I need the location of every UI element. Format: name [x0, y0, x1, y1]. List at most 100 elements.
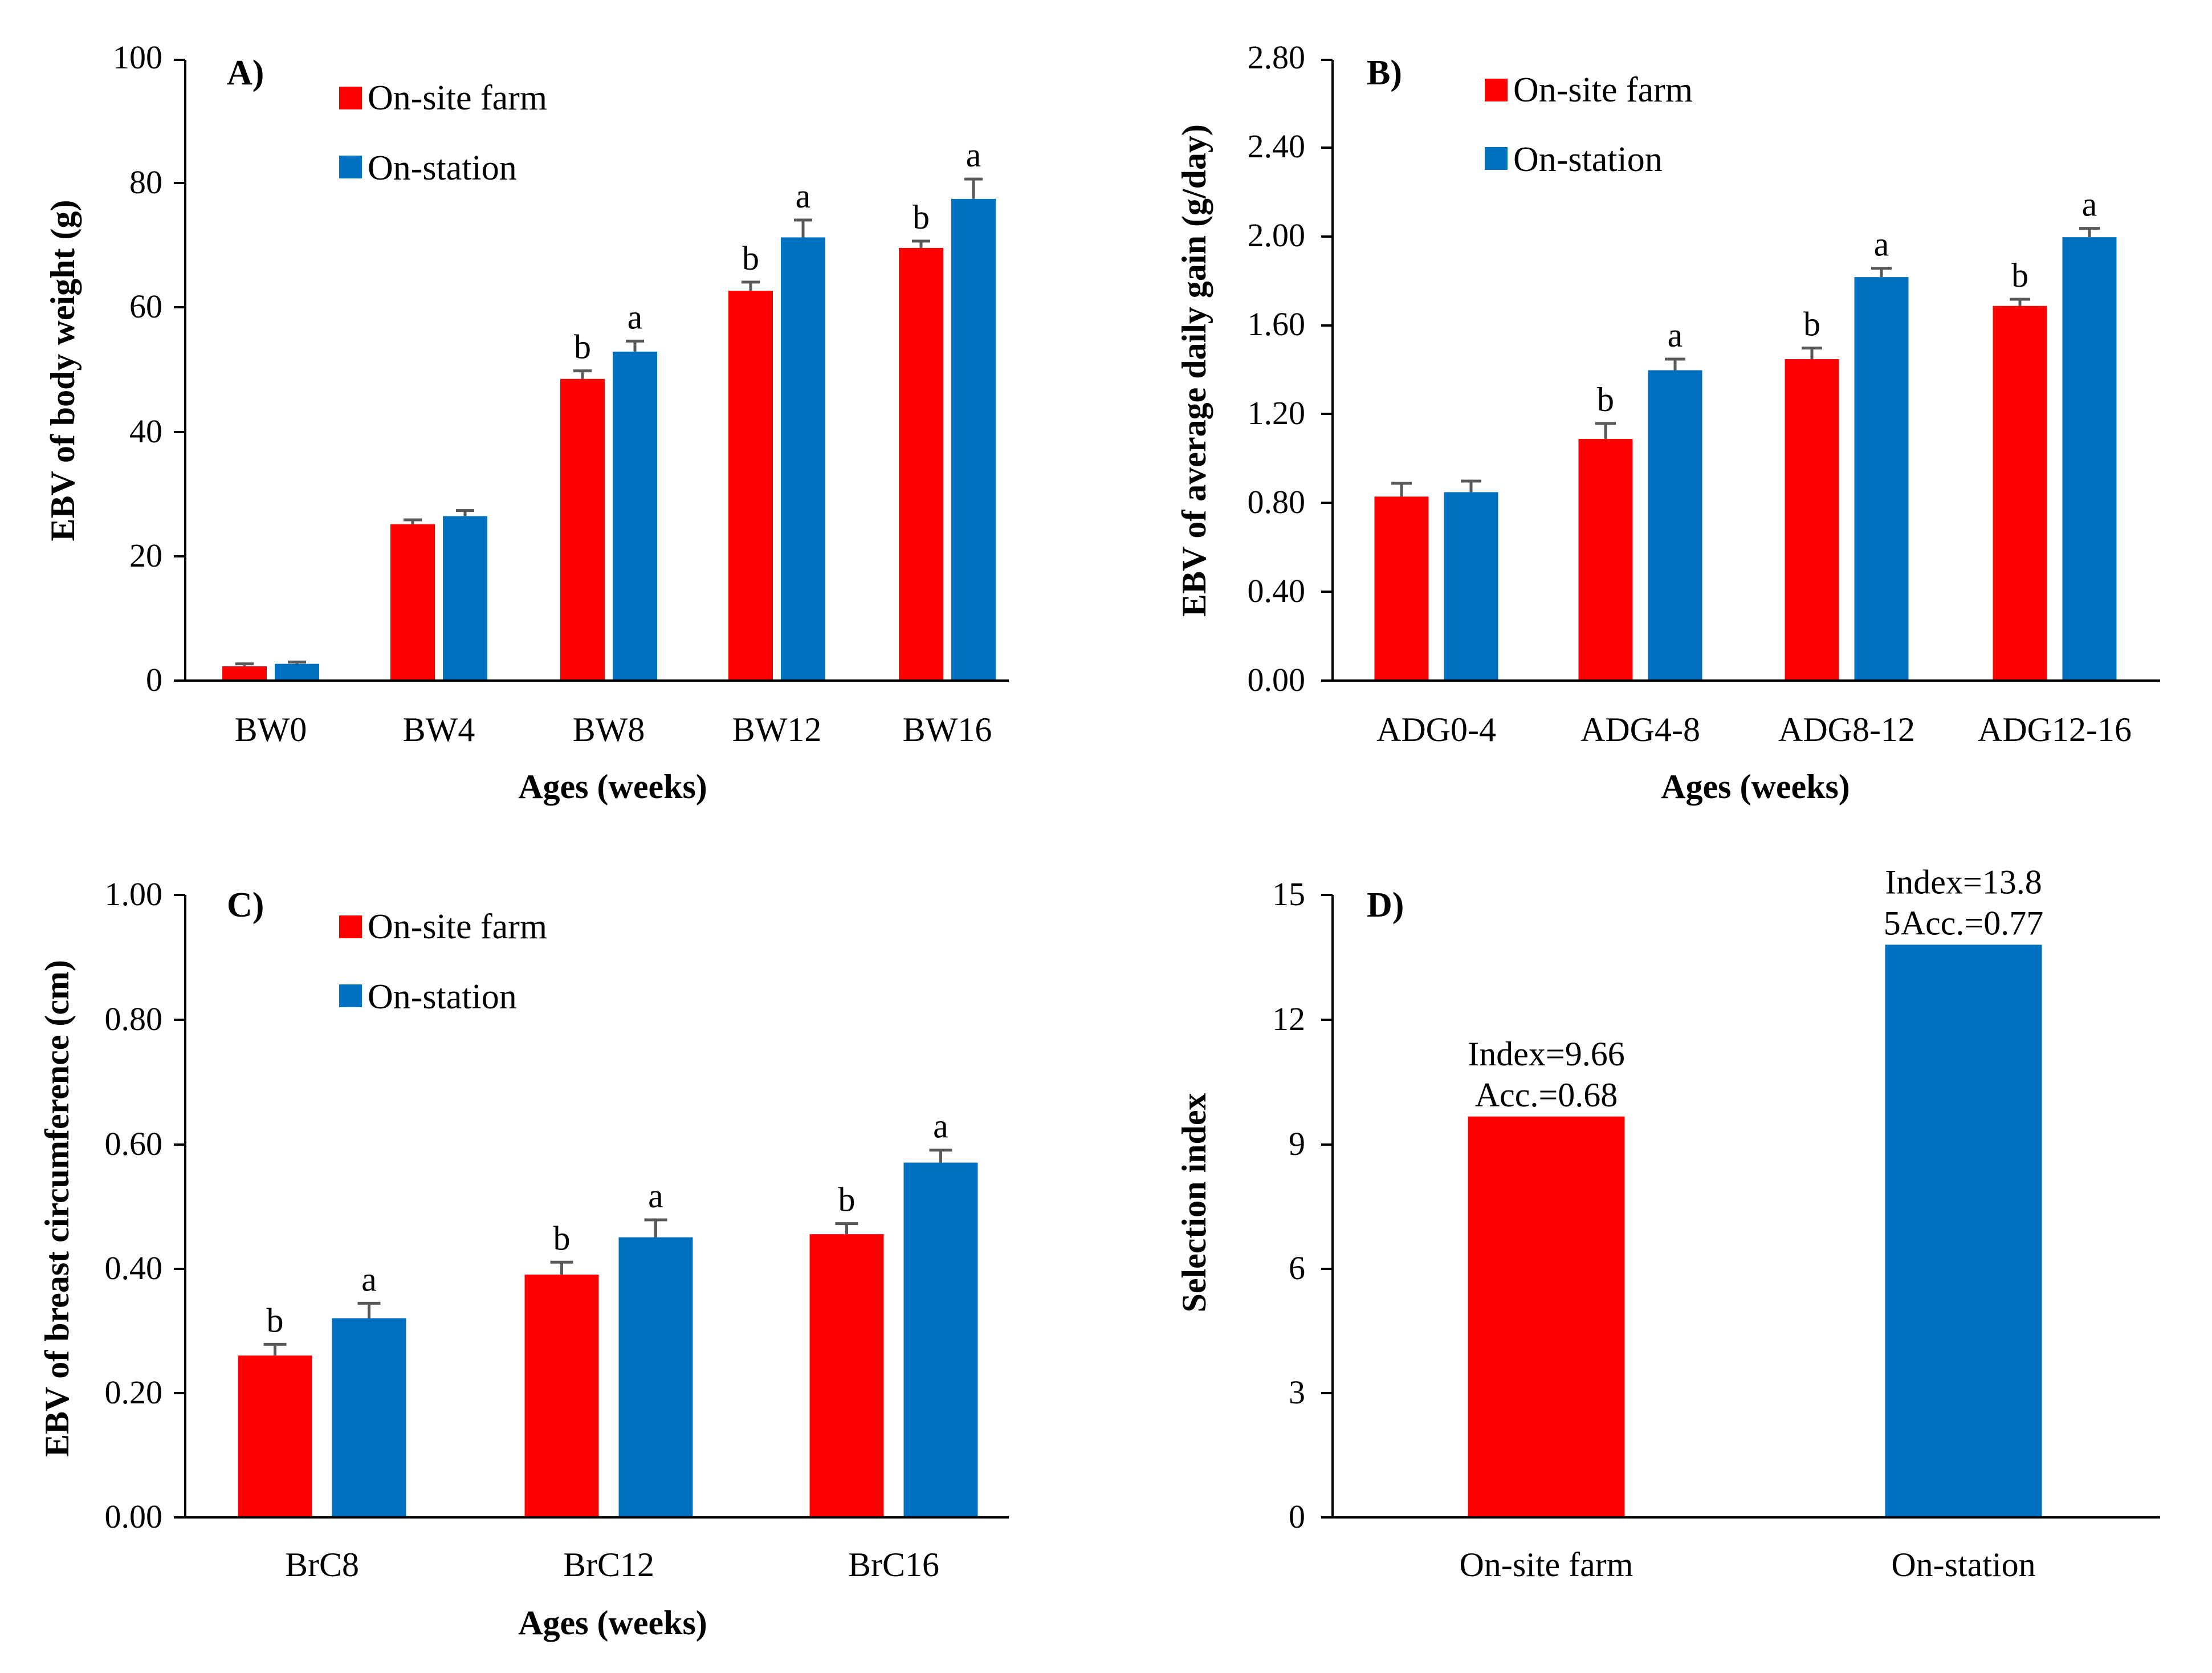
annotations-d: Index=9.66 Acc.=0.68 Index=13.8 5Acc.=0.…	[1468, 863, 2043, 1113]
legend-b-farm-swatch	[1485, 79, 1508, 101]
bar-b-farm-adg8-12	[1785, 359, 1839, 681]
panel-d-label: D)	[1367, 886, 1404, 925]
y-tick-a-4: 80	[129, 164, 162, 201]
sig-letters-c-station: a a a	[361, 1108, 948, 1298]
error-bar-a-farm-bw8	[573, 369, 592, 379]
sig-a-station-bw16: a	[966, 136, 981, 174]
y-tick-b-1: 0.40	[1248, 572, 1306, 609]
y-axis-title-c: EBV of breast circumference (cm)	[38, 960, 76, 1457]
bars-d	[1468, 945, 2042, 1517]
bar-a-farm-bw0	[222, 666, 267, 681]
error-bar-a-farm-bw12	[742, 280, 760, 291]
x-cat-a-1: BW4	[403, 711, 475, 748]
bar-a-farm-bw8	[560, 378, 605, 681]
axes-c	[174, 894, 1009, 1519]
y-tick-labels-b: 0.00 0.40 0.80 1.20 1.60 2.00 2.40 2.80	[1248, 39, 1306, 698]
error-bar-a-station-bw0	[288, 660, 306, 664]
bar-b-station-adg8-12	[1854, 277, 1909, 681]
y-tick-d-2: 6	[1289, 1249, 1305, 1287]
bar-c-farm-brc16	[809, 1234, 884, 1517]
y-tick-b-7: 2.80	[1248, 39, 1306, 76]
sig-b-station-adg12-16: a	[2082, 186, 2097, 223]
panel-c-label: C)	[227, 886, 264, 925]
y-tick-d-0: 0	[1289, 1498, 1305, 1535]
y-tick-c-4: 0.80	[105, 1000, 163, 1037]
y-tick-b-3: 1.20	[1248, 394, 1306, 432]
y-tick-c-5: 1.00	[105, 876, 163, 913]
sig-b-farm-adg4-8: b	[1597, 381, 1614, 418]
error-bar-c-farm-brc12	[550, 1260, 573, 1275]
error-bar-a-farm-bw16	[912, 239, 930, 248]
sig-c-station-brc12: a	[648, 1177, 663, 1215]
annot-d-farm-acc: Acc.=0.68	[1475, 1076, 1618, 1114]
x-tick-labels-d: On-site farm On-station	[1460, 1546, 2036, 1584]
y-tick-labels-a: 0 20 40 60 80 100	[113, 39, 162, 698]
panel-b-label: B)	[1367, 54, 1402, 92]
x-cat-b-2: ADG8-12	[1778, 711, 1915, 748]
sig-b-farm-adg8-12: b	[1803, 306, 1820, 343]
error-bars-c-farm	[263, 1222, 858, 1356]
bar-b-station-adg12-16	[2062, 237, 2117, 681]
error-bar-a-farm-bw4	[404, 518, 422, 524]
x-cat-a-4: BW16	[903, 711, 992, 748]
bar-c-station-brc12	[618, 1237, 693, 1517]
y-tick-c-2: 0.40	[105, 1249, 163, 1287]
x-axis-title-b: Ages (weeks)	[1661, 768, 1850, 805]
error-bar-a-station-bw8	[626, 339, 644, 352]
y-tick-d-5: 15	[1272, 876, 1305, 913]
y-tick-c-0: 0.00	[105, 1498, 163, 1535]
bar-b-farm-adg0-4	[1374, 496, 1429, 681]
bar-a-station-bw8	[613, 351, 657, 681]
sig-c-station-brc16: a	[933, 1108, 948, 1145]
sig-c-farm-brc12: b	[553, 1219, 571, 1257]
x-cat-a-0: BW0	[235, 711, 307, 748]
sig-a-station-bw12: a	[796, 177, 811, 215]
error-bar-a-station-bw4	[456, 509, 474, 516]
x-axis-title-c: Ages (weeks)	[518, 1604, 707, 1642]
sig-letters-a-station: a a a	[628, 136, 981, 336]
x-cat-a-3: BW12	[732, 711, 822, 748]
error-bar-c-station-brc8	[357, 1301, 381, 1318]
x-cat-c-0: BrC8	[285, 1546, 359, 1584]
error-bar-c-farm-brc8	[263, 1342, 287, 1356]
annot-d-farm-index: Index=9.66	[1468, 1035, 1624, 1073]
error-bar-b-station-adg8-12	[1871, 267, 1892, 278]
error-bar-b-farm-adg12-16	[2010, 298, 2030, 306]
legend-c-farm-label: On-site farm	[368, 907, 547, 946]
bar-a-station-bw16	[951, 198, 996, 681]
y-tick-a-0: 0	[146, 661, 162, 698]
y-tick-a-1: 20	[129, 537, 162, 574]
bar-b-farm-adg4-8	[1578, 439, 1633, 681]
y-tick-d-1: 3	[1289, 1374, 1305, 1411]
bar-a-station-bw12	[781, 237, 825, 681]
bars-b-station	[1444, 237, 2117, 681]
sig-b-farm-adg12-16: b	[2011, 257, 2028, 294]
sig-b-station-adg4-8: a	[1668, 316, 1683, 354]
x-cat-c-2: BrC16	[848, 1546, 939, 1584]
bars-b-farm	[1374, 306, 2047, 681]
x-tick-labels-a: BW0 BW4 BW8 BW12 BW16	[235, 711, 992, 748]
y-tick-a-3: 60	[129, 288, 162, 325]
legend-c-station-label: On-station	[368, 978, 517, 1016]
error-bar-b-station-adg4-8	[1665, 357, 1685, 371]
x-cat-d-0: On-site farm	[1460, 1546, 1633, 1584]
error-bars-b-station	[1461, 227, 2100, 492]
bar-c-farm-brc8	[238, 1356, 312, 1517]
y-tick-a-2: 40	[129, 413, 162, 450]
x-cat-b-3: ADG12-16	[1978, 711, 2132, 748]
legend-a-farm-label: On-site farm	[368, 79, 547, 117]
sig-c-farm-brc16: b	[838, 1181, 856, 1219]
x-tick-labels-c: BrC8 BrC12 BrC16	[285, 1546, 939, 1584]
legend-a-farm-swatch	[339, 87, 362, 109]
error-bar-b-farm-adg8-12	[1802, 347, 1822, 360]
legend-a-station-swatch	[339, 156, 362, 178]
x-cat-c-1: BrC12	[563, 1546, 654, 1584]
x-tick-labels-b: ADG0-4 ADG4-8 ADG8-12 ADG12-16	[1376, 711, 2132, 748]
y-tick-labels-c: 0.00 0.20 0.40 0.60 0.80 1.00	[105, 876, 163, 1535]
error-bar-c-station-brc12	[644, 1218, 667, 1238]
bars-a-farm	[222, 247, 943, 681]
y-tick-b-5: 2.00	[1248, 217, 1306, 254]
y-tick-labels-d: 0 3 6 9 12 15	[1272, 876, 1305, 1535]
y-tick-b-6: 2.40	[1248, 128, 1306, 165]
x-cat-b-1: ADG4-8	[1580, 711, 1700, 748]
